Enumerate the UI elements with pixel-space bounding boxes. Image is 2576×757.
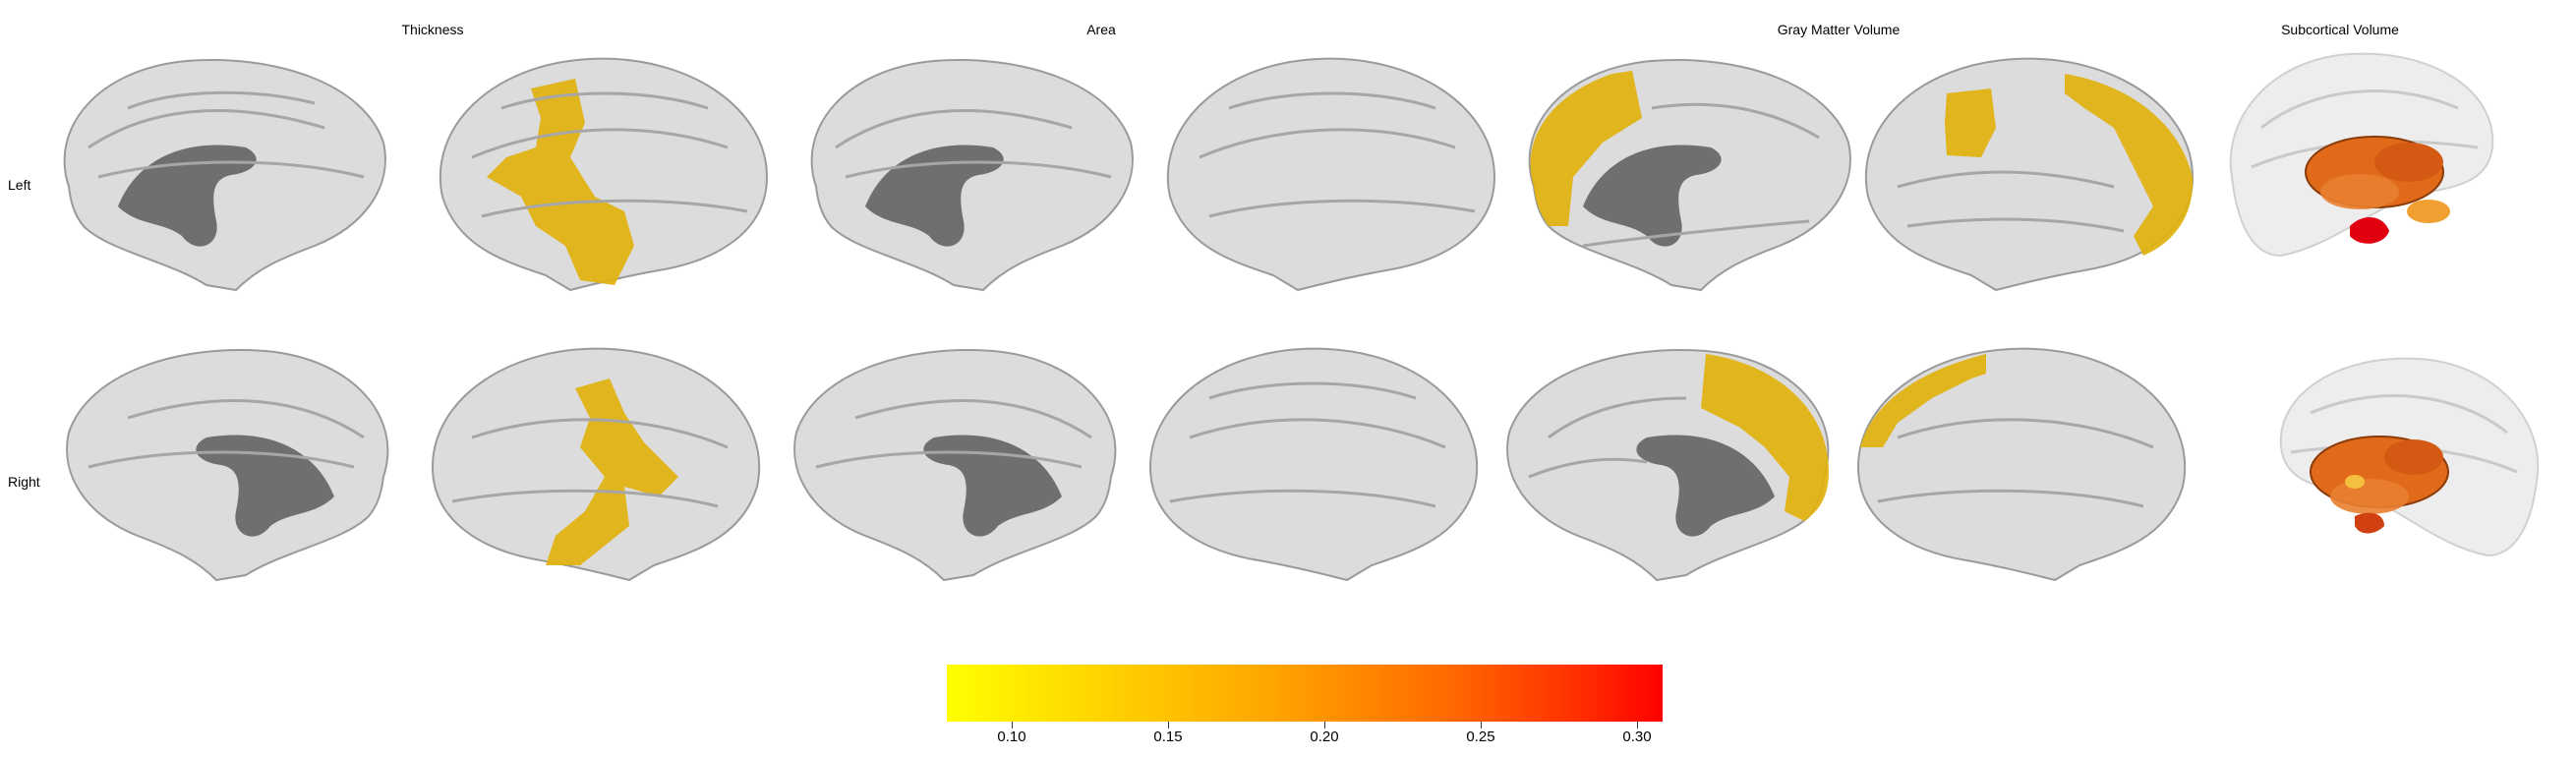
colorbar-tick-label: 0.30 [1622, 728, 1652, 745]
brain-right-area-medial [793, 349, 1117, 582]
brain-left-thickness-lateral [439, 57, 769, 292]
colorbar-tick-label: 0.20 [1310, 728, 1339, 745]
brain-right-area-lateral [1148, 347, 1479, 582]
brain-right-subcortical [2279, 357, 2540, 557]
brain-left-area-medial [810, 59, 1134, 292]
colorbar-tick-label: 0.10 [997, 728, 1026, 745]
row-label-right: Right [8, 474, 40, 490]
brain-left-subcortical [2229, 52, 2494, 258]
brain-left-area-lateral [1166, 57, 1496, 292]
colorbar-tick-label: 0.25 [1466, 728, 1495, 745]
colorbar-tick-mark [1168, 722, 1169, 728]
colorbar-tick-mark [1324, 722, 1325, 728]
brain-right-gmv-medial [1506, 349, 1830, 582]
colorbar-tick-mark [1637, 722, 1638, 728]
col-title-subcortical-volume: Subcortical Volume [2281, 22, 2399, 37]
brain-right-thickness-lateral [431, 347, 761, 582]
col-title-gray-matter-volume: Gray Matter Volume [1777, 22, 1901, 37]
colorbar-tick-label: 0.15 [1153, 728, 1183, 745]
colorbar-gradient [947, 665, 1663, 722]
colorbar-tick-mark [1012, 722, 1013, 728]
col-title-area: Area [1086, 22, 1116, 37]
brain-left-gmv-lateral [1864, 57, 2195, 292]
brain-right-gmv-lateral [1856, 347, 2187, 582]
row-label-left: Left [8, 177, 31, 193]
brain-left-gmv-medial [1528, 59, 1851, 292]
brain-left-thickness-medial [63, 59, 386, 292]
col-title-thickness: Thickness [401, 22, 464, 37]
colorbar [947, 665, 1663, 722]
colorbar-tick-mark [1481, 722, 1482, 728]
brain-right-thickness-medial [66, 349, 389, 582]
